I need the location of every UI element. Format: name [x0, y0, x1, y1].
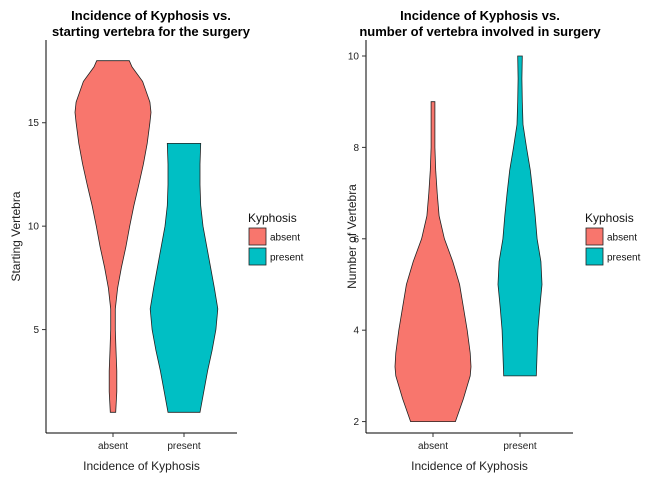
chart-title: Incidence of Kyphosis vs. starting verteb…	[52, 8, 251, 39]
legend-label-absent: absent	[607, 233, 637, 244]
legend: Kyphosis absent present	[248, 211, 304, 266]
y-tick-label: 8	[353, 143, 359, 154]
chart-panel-2: Incidence of Kyphosis vs. number of verte…	[345, 8, 641, 473]
y-axis-title: Number of Vertebra	[345, 184, 359, 289]
y-tick-label: 5	[33, 325, 39, 336]
x-tick-label: present	[503, 441, 537, 452]
y-tick-label: 10	[348, 51, 360, 62]
x-tick-label: absent	[98, 441, 128, 452]
legend-label-absent: absent	[270, 233, 300, 244]
chart-title-line: number of vertebra involved in surgery	[359, 24, 601, 39]
y-tick-label: 6	[353, 234, 359, 245]
chart-title: Incidence of Kyphosis vs. number of verte…	[359, 8, 601, 39]
violin-absent	[394, 101, 472, 422]
chart-title-line: starting vertebra for the surgery	[52, 24, 251, 39]
x-tick-label: absent	[418, 441, 448, 452]
chart-panel-1: Incidence of Kyphosis vs. starting verteb…	[9, 8, 304, 473]
legend-label-present: present	[607, 253, 641, 264]
chart-title-line: Incidence of Kyphosis vs.	[400, 8, 560, 23]
chart-title-line: Incidence of Kyphosis vs.	[71, 8, 231, 23]
violin-present	[497, 55, 543, 377]
legend-swatch-present	[585, 247, 604, 266]
legend: Kyphosis absent present	[585, 211, 641, 266]
y-tick-label: 4	[353, 326, 359, 337]
legend-swatch-absent	[585, 227, 604, 246]
x-axis-title: Incidence of Kyphosis	[411, 459, 528, 473]
x-tick-label: present	[167, 441, 201, 452]
x-axis-title: Incidence of Kyphosis	[83, 459, 200, 473]
legend-label-present: present	[270, 253, 304, 264]
violin-absent	[74, 60, 152, 413]
legend-title: Kyphosis	[248, 211, 297, 225]
y-tick-label: 10	[28, 222, 40, 233]
legend-swatch-present	[248, 247, 267, 266]
legend-swatch-absent	[248, 227, 267, 246]
y-axis-title: Starting Vertebra	[9, 191, 23, 281]
violin-present	[149, 143, 219, 413]
y-tick-label: 2	[353, 417, 359, 428]
y-tick-label: 15	[28, 118, 40, 129]
legend-title: Kyphosis	[585, 211, 634, 225]
